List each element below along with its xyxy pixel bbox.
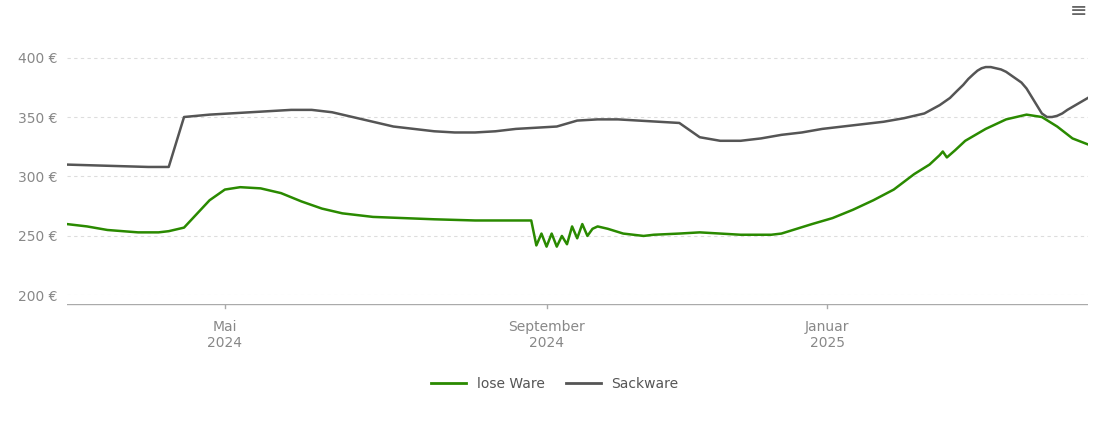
Text: Mai
2024: Mai 2024 — [208, 320, 242, 351]
Text: Januar
2025: Januar 2025 — [805, 320, 849, 351]
Text: ≡: ≡ — [1070, 1, 1088, 21]
Legend: lose Ware, Sackware: lose Ware, Sackware — [426, 371, 684, 397]
Text: September
2024: September 2024 — [508, 320, 585, 351]
